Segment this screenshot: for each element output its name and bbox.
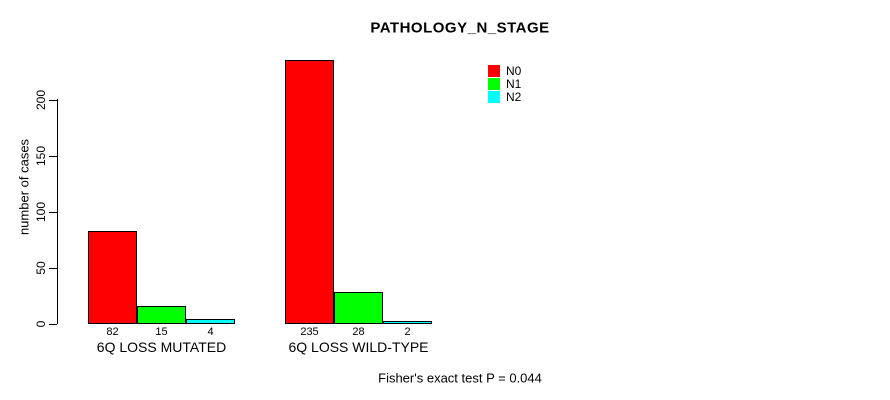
bar-value-label: 2 — [404, 326, 411, 338]
y-tick-label: 150 — [34, 145, 48, 166]
bar-value-label: 235 — [300, 326, 319, 338]
legend-swatch-N2 — [488, 91, 500, 103]
chart-title: PATHOLOGY_N_STAGE — [370, 19, 550, 37]
bar-value-label: 4 — [207, 326, 214, 338]
group-label-2: 6Q LOSS WILD-TYPE — [288, 339, 429, 355]
bar-value-label: 28 — [352, 326, 365, 338]
group-label-1: 6Q LOSS MUTATED — [96, 339, 227, 355]
legend: N0 N1 N2 — [488, 65, 521, 103]
bar-N1-group2 — [334, 292, 383, 324]
footer-note: Fisher's exact test P = 0.044 — [378, 370, 542, 386]
y-tick-label: 100 — [34, 201, 48, 222]
legend-item-N0: N0 — [488, 65, 521, 77]
legend-label: N0 — [506, 64, 522, 78]
y-axis-line — [57, 99, 58, 324]
bar-N0-group2 — [285, 60, 334, 324]
bar-value-label: 82 — [106, 326, 119, 338]
bar-N2-group1 — [186, 319, 235, 324]
y-tick-mark — [49, 155, 57, 157]
legend-label: N2 — [506, 90, 522, 104]
legend-swatch-N1 — [488, 78, 500, 90]
bar-N1-group1 — [137, 306, 186, 324]
y-axis-label: number of cases — [16, 138, 32, 236]
legend-label: N1 — [506, 77, 522, 91]
y-tick-mark — [49, 211, 57, 213]
y-tick-mark — [49, 267, 57, 269]
y-tick-label: 50 — [34, 260, 48, 275]
y-tick-mark — [49, 323, 57, 325]
legend-item-N2: N2 — [488, 91, 521, 103]
legend-swatch-N0 — [488, 65, 500, 77]
bar-N2-group2 — [383, 321, 432, 324]
bar-value-label: 15 — [155, 326, 168, 338]
y-tick-mark — [49, 99, 57, 101]
y-tick-label: 0 — [34, 320, 48, 327]
legend-item-N1: N1 — [488, 78, 521, 90]
y-tick-label: 200 — [34, 89, 48, 110]
bar-N0-group1 — [88, 231, 137, 324]
